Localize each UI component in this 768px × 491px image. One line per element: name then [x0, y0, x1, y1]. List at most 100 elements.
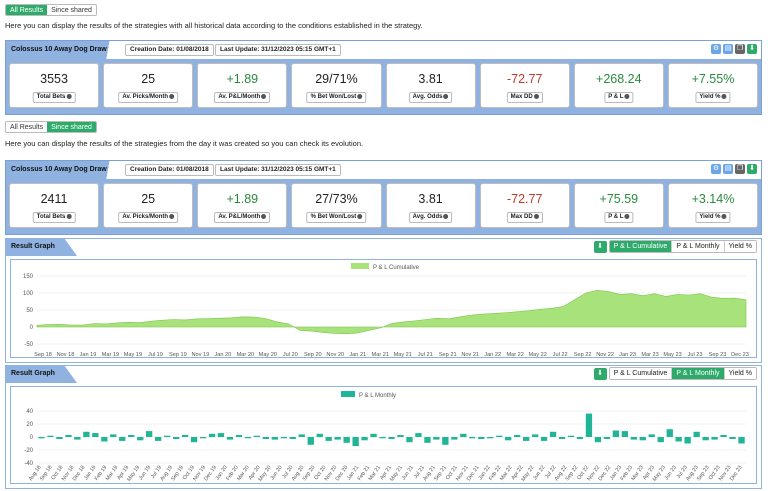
- download-icon[interactable]: ⬇: [593, 240, 607, 253]
- view-icon[interactable]: ▤: [723, 164, 733, 174]
- pl-monthly-bar: [271, 437, 278, 440]
- pl-monthly-bar: [720, 435, 727, 437]
- pl-monthly-bar: [74, 437, 81, 440]
- x-tick-label: Mar 19: [102, 352, 119, 358]
- stats-row: 2411 Total Bets 25 Av. Picks/Month +1.89 Av. …: [9, 183, 758, 228]
- pl-monthly-bar: [433, 437, 440, 440]
- x-tick-label: Nov 20: [326, 352, 344, 358]
- info-icon[interactable]: [624, 213, 630, 219]
- download-icon[interactable]: ⬇: [747, 44, 757, 54]
- pl-monthly-bar: [208, 433, 216, 438]
- last-update-chip: Last Update: 31/12/2023 05:15 GMT+1: [215, 164, 341, 176]
- info-icon[interactable]: [169, 213, 175, 219]
- all-results-button[interactable]: All Results: [6, 5, 48, 15]
- copy-icon[interactable]: ❐: [735, 164, 745, 174]
- x-tick-label: Jul 20: [283, 352, 298, 358]
- y-tick-label: 40: [26, 409, 33, 415]
- graph-mode-selector: P & L Cumulative P & L Monthly Yield %: [608, 367, 757, 380]
- info-icon[interactable]: [721, 213, 727, 219]
- pl-monthly-bar: [478, 437, 485, 439]
- settings-icon[interactable]: ⚙: [711, 164, 721, 174]
- download-icon[interactable]: ⬇: [593, 367, 607, 380]
- stat-label: Max DD: [506, 92, 543, 103]
- stat-card: 27/73% % Bet Won/Lost: [291, 183, 382, 228]
- pl-monthly-bar: [558, 437, 566, 439]
- legend-swatch: [351, 263, 369, 269]
- info-icon[interactable]: [533, 213, 539, 219]
- x-tick-label: Mar 21: [372, 352, 389, 358]
- info-icon[interactable]: [533, 93, 539, 99]
- stat-value: 3.81: [418, 192, 443, 206]
- pl-monthly-bar: [729, 437, 736, 439]
- x-tick-label: Mar 20: [237, 352, 254, 358]
- graph-controls: ⬇ P & L Cumulative P & L Monthly Yield %: [593, 367, 757, 380]
- pl-monthly-bar: [612, 430, 619, 437]
- result-graph-cumulative: Result Graph ⬇ P & L Cumulative P & L Mon…: [5, 238, 762, 363]
- info-icon[interactable]: [357, 213, 363, 219]
- stat-card: 2411 Total Bets: [9, 183, 100, 228]
- pl-monthly-bar: [532, 434, 539, 437]
- strategy-title: Colossus 10 Away Dog Draw: [6, 161, 129, 179]
- x-tick-label: Jul 23: [688, 352, 703, 358]
- y-tick-label: 0: [30, 325, 34, 331]
- pl-monthly-bar: [397, 435, 404, 437]
- x-tick-label: Nov 18: [57, 352, 75, 358]
- pl-monthly-bar: [469, 437, 476, 439]
- stat-value: +1.89: [226, 72, 259, 86]
- pl-monthly-bar: [65, 435, 72, 437]
- info-icon[interactable]: [66, 213, 72, 219]
- x-tick-label: Jul 21: [418, 352, 433, 358]
- y-tick-label: 150: [23, 274, 34, 280]
- stat-label: Total Bets: [32, 212, 76, 223]
- x-tick-label: Jun 19: [138, 465, 152, 482]
- stat-label: Av. P&L/Month: [214, 212, 271, 223]
- stat-value: +3.14%: [691, 192, 735, 206]
- pl-monthly-bar: [603, 437, 611, 439]
- x-tick-label: Jun 20: [269, 465, 283, 482]
- graph-mode-p-l-monthly[interactable]: P & L Monthly: [671, 241, 724, 252]
- pl-monthly-bar: [298, 434, 305, 437]
- copy-icon[interactable]: ❐: [735, 44, 745, 54]
- pl-monthly-bar: [487, 437, 494, 439]
- pl-monthly-bar: [549, 431, 557, 437]
- x-tick-label: Nov 19: [192, 352, 210, 358]
- intro-text-all: Here you can display the results of the …: [5, 21, 423, 30]
- graph-controls: ⬇ P & L Cumulative P & L Monthly Yield %: [593, 240, 757, 253]
- pl-monthly-bar: [460, 433, 467, 438]
- info-icon[interactable]: [443, 213, 449, 219]
- pl-monthly-bar: [343, 437, 350, 443]
- pl-monthly-bar: [253, 435, 260, 437]
- results-toggle-top: All Results Since shared: [5, 4, 97, 16]
- x-tick-label: May 20: [259, 352, 277, 358]
- stat-label: Yield %: [695, 92, 731, 103]
- since-shared-button[interactable]: Since shared: [47, 122, 96, 132]
- all-results-button[interactable]: All Results: [6, 122, 48, 132]
- stat-card: +3.14% Yield %: [667, 183, 758, 228]
- view-icon[interactable]: ▤: [723, 44, 733, 54]
- download-icon[interactable]: ⬇: [747, 164, 757, 174]
- pl-monthly-bar: [164, 435, 171, 437]
- pl-monthly-bar: [352, 437, 359, 447]
- pl-monthly-bar: [702, 437, 709, 441]
- graph-mode-yield[interactable]: Yield %: [723, 241, 756, 252]
- x-tick-label: Jan 22: [484, 352, 501, 358]
- pl-monthly-bar: [316, 433, 323, 438]
- info-icon[interactable]: [443, 93, 449, 99]
- graph-mode-p-l-cumulative[interactable]: P & L Cumulative: [609, 241, 672, 252]
- info-icon[interactable]: [261, 93, 267, 99]
- y-tick-label: -50: [24, 342, 33, 348]
- pl-monthly-bar: [388, 437, 395, 439]
- settings-icon[interactable]: ⚙: [711, 44, 721, 54]
- info-icon[interactable]: [169, 93, 175, 99]
- info-icon[interactable]: [624, 93, 630, 99]
- graph-mode-yield[interactable]: Yield %: [723, 368, 756, 379]
- x-tick-label: Jan 21: [349, 352, 366, 358]
- info-icon[interactable]: [357, 93, 363, 99]
- info-icon[interactable]: [261, 213, 267, 219]
- graph-mode-p-l-cumulative[interactable]: P & L Cumulative: [609, 368, 672, 379]
- since-shared-button[interactable]: Since shared: [47, 5, 96, 15]
- x-tick-label: Dec 23: [731, 352, 749, 358]
- info-icon[interactable]: [66, 93, 72, 99]
- graph-mode-p-l-monthly[interactable]: P & L Monthly: [671, 368, 724, 379]
- info-icon[interactable]: [721, 93, 727, 99]
